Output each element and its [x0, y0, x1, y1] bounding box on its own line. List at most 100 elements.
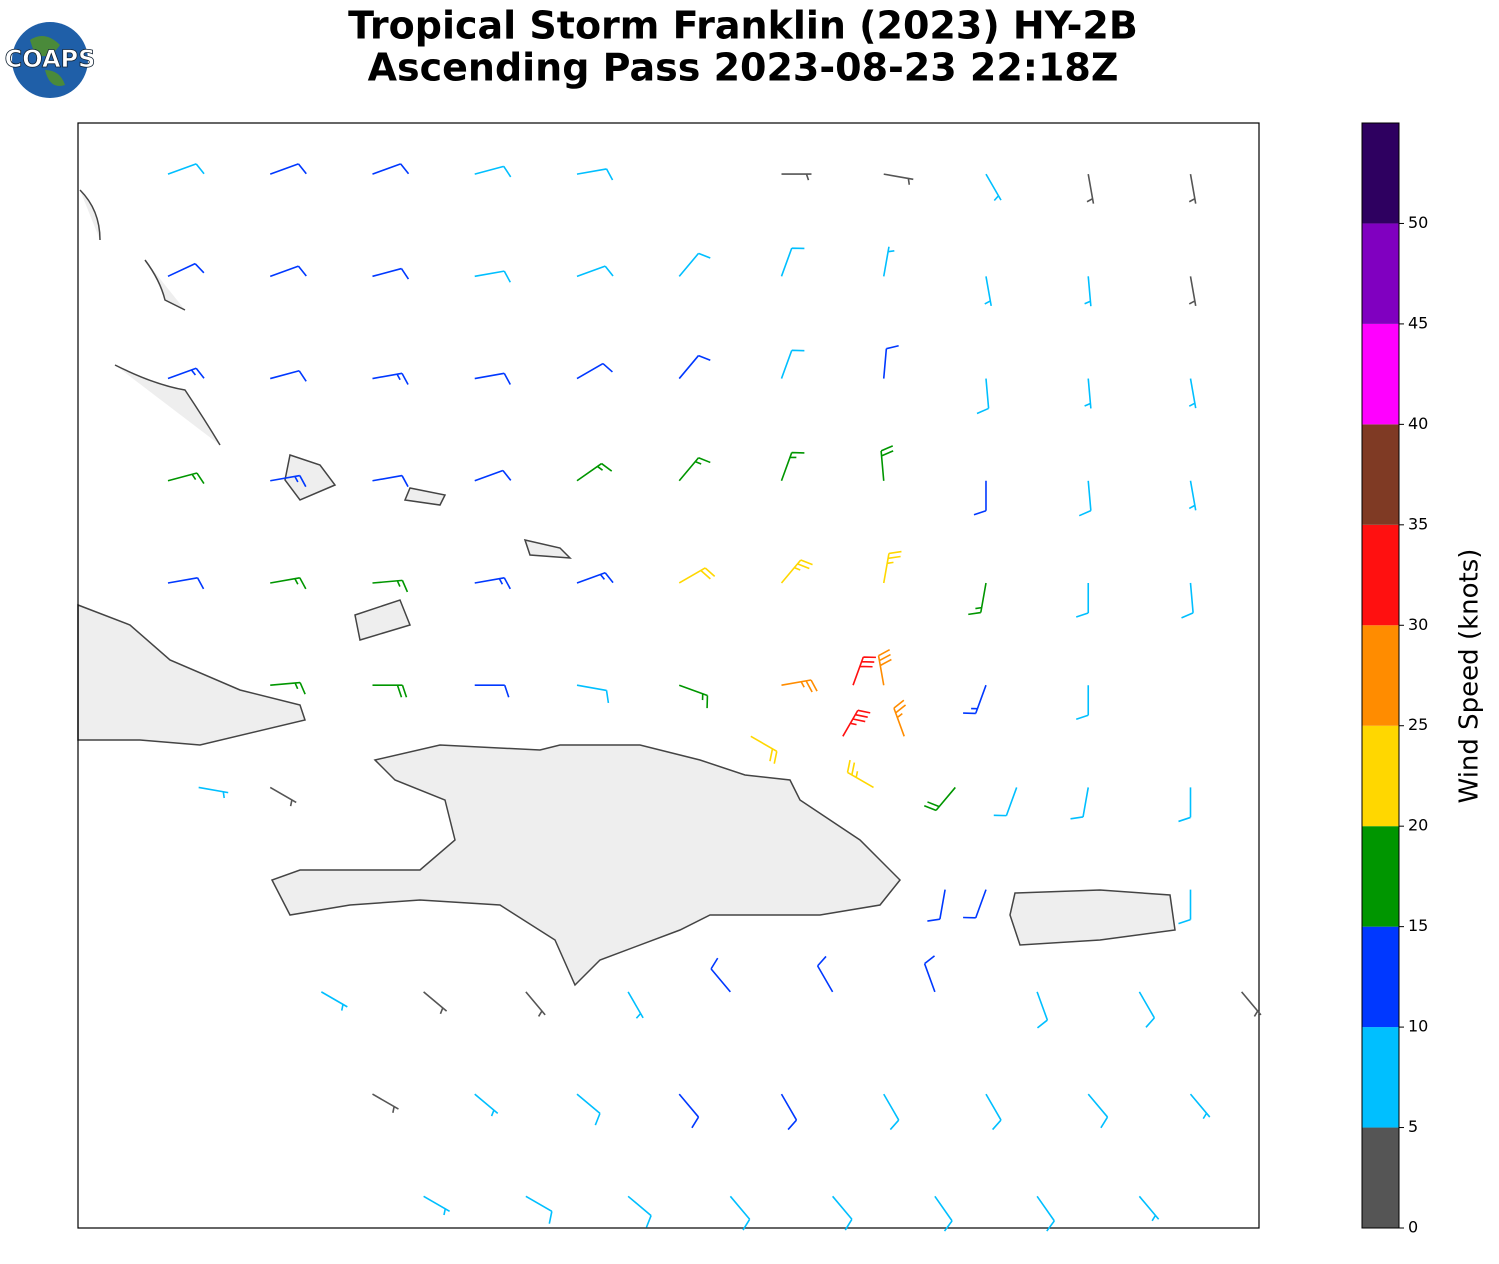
wind-barb — [474, 1093, 499, 1117]
wind-barb — [372, 372, 409, 385]
wind-barb — [270, 681, 306, 695]
wind-barb — [167, 262, 205, 278]
wind-barb — [923, 786, 956, 812]
wind-barb — [882, 246, 895, 277]
wind-barb — [1181, 582, 1194, 619]
wind-barb — [1036, 1195, 1055, 1232]
wind-barb — [883, 173, 914, 185]
colorbar-tick-label: 30 — [1408, 615, 1428, 634]
title-line: Ascending Pass 2023-08-23 22:18Z — [368, 46, 1119, 90]
wind-barb — [882, 344, 899, 379]
colorbar-tick-label: 35 — [1408, 514, 1428, 533]
wind-barb — [781, 173, 812, 181]
wind-barb — [576, 362, 613, 380]
wind-barb — [372, 267, 410, 280]
wind-barb — [923, 955, 936, 993]
wind-barb — [678, 567, 716, 584]
wind-barb — [780, 451, 805, 482]
wind-barb — [167, 163, 205, 175]
wind-barb — [576, 1093, 601, 1126]
wind-barb — [525, 1195, 553, 1224]
colorbar-tick-label: 40 — [1408, 414, 1428, 433]
wind-barb — [269, 786, 297, 807]
wind-barb — [1070, 787, 1090, 820]
wind-barb — [198, 786, 229, 799]
wind-barb — [852, 656, 876, 686]
logo: COAPS — [4, 22, 96, 98]
colorbar-tick-label: 20 — [1408, 816, 1428, 835]
wind-barb — [984, 276, 992, 307]
wind-barb — [968, 582, 987, 616]
colorbar-tick-label: 5 — [1408, 1117, 1418, 1136]
wind-barb — [576, 462, 613, 482]
colorbar-bin — [1362, 725, 1399, 827]
wind-barb — [993, 787, 1018, 817]
wind-barb — [1138, 991, 1156, 1028]
wind-barb — [474, 165, 512, 178]
colorbar-bin — [1362, 424, 1399, 525]
wind-barb — [883, 1093, 900, 1131]
wind-barb — [372, 163, 410, 175]
wind-barb — [1087, 1093, 1109, 1129]
colorbar-bin — [1362, 524, 1399, 626]
colorbar-bin — [1362, 1027, 1399, 1128]
wind-barb — [474, 684, 510, 698]
wind-barb — [973, 480, 987, 516]
wind-barb — [780, 1093, 798, 1131]
colorbar-frame — [1361, 122, 1400, 1229]
map-background — [78, 123, 1259, 1228]
wind-barb — [832, 1195, 853, 1231]
wind-barb — [678, 354, 711, 380]
colorbar-bin — [1362, 826, 1399, 927]
wind-barb — [474, 372, 512, 385]
wind-barb — [877, 648, 892, 686]
wind-barb — [846, 759, 874, 789]
land — [77, 189, 1176, 987]
wind-barb — [1188, 378, 1197, 409]
wind-barb — [474, 469, 512, 482]
title-line: Tropical Storm Franklin (2023) HY-2B — [348, 4, 1138, 48]
wind-barb — [976, 378, 990, 415]
wind-barb — [270, 474, 307, 488]
colorbar-bin — [1362, 223, 1399, 324]
wind-barb — [678, 684, 709, 709]
wind-barb — [927, 889, 946, 922]
wind-barb — [372, 579, 409, 593]
wind-barb — [269, 265, 307, 278]
wind-barb — [372, 1093, 399, 1113]
wind-barb — [423, 1195, 450, 1216]
wind-barb — [893, 699, 907, 737]
wind-barb — [963, 684, 987, 715]
wind-barb — [627, 991, 644, 1019]
wind-barb — [525, 991, 546, 1017]
colorbar-bin — [1362, 123, 1399, 224]
colorbar-bin — [1362, 926, 1399, 1028]
colorbar-tick-label: 15 — [1408, 916, 1428, 935]
wind-barb — [372, 474, 409, 488]
colorbar-tick-label: 25 — [1408, 715, 1428, 734]
wind-barb — [729, 1195, 751, 1231]
wind-barb — [781, 679, 818, 693]
colorbar-tick-label: 50 — [1408, 213, 1428, 232]
wind-barb — [1036, 991, 1049, 1029]
wind-barb — [270, 370, 307, 382]
map-frame — [77, 122, 1260, 1229]
wind-barb — [372, 684, 408, 698]
wind-barb — [1086, 173, 1095, 204]
colorbar-bin — [1362, 323, 1399, 425]
wind-barb — [167, 576, 205, 590]
wind-barb — [320, 991, 348, 1011]
wind-barb — [710, 957, 731, 993]
colorbar-tick-label: 0 — [1408, 1218, 1418, 1237]
wind-barb — [1138, 1195, 1160, 1222]
wind-barb — [780, 247, 805, 277]
wind-barb — [1188, 480, 1197, 511]
wind-barb — [474, 270, 512, 283]
wind-barb — [780, 559, 813, 584]
wind-barb — [1189, 1093, 1211, 1120]
wind-barb — [1078, 480, 1092, 517]
wind-barb — [1084, 378, 1092, 409]
logo-text: COAPS — [5, 45, 96, 73]
wind-barb — [882, 550, 902, 584]
